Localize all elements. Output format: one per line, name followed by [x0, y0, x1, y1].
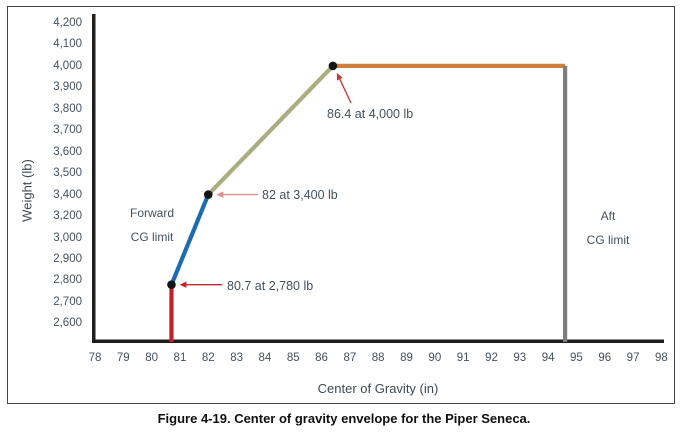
y-tick-label: 2,800: [53, 274, 82, 287]
x-tick-label: 96: [598, 352, 612, 364]
x-tick-label: 95: [570, 352, 583, 364]
x-tick-label: 83: [230, 352, 243, 364]
annotation-arrowhead: [179, 281, 187, 288]
forward-cg-limit-line2: CG limit: [130, 230, 174, 244]
x-axis-line: [92, 339, 664, 343]
x-tick-label: 86: [315, 352, 328, 364]
y-tick-label: 3,900: [53, 81, 82, 94]
x-tick-label: 89: [400, 352, 413, 364]
envelope-point-marker: [203, 190, 213, 199]
x-tick-label: 85: [286, 352, 300, 364]
y-axis-line: [92, 14, 96, 343]
y-tick-label: 4,000: [53, 59, 82, 72]
x-tick-label: 80: [145, 352, 159, 364]
forward-cg-limit-label: Forward CG limit: [97, 201, 207, 249]
x-tick-label: 90: [428, 352, 442, 364]
x-axis-title: Center of Gravity (in): [317, 381, 439, 396]
annotation-label: 80.7 at 2,780 lb: [227, 279, 314, 293]
y-tick-label: 2,900: [53, 252, 82, 265]
x-tick-label: 82: [201, 352, 215, 364]
x-tick-label: 91: [456, 352, 470, 364]
y-tick-label: 3,600: [53, 145, 82, 158]
figure-caption: Figure 4-19. Center of gravity envelope …: [157, 411, 531, 426]
x-tick-label: 87: [343, 352, 357, 364]
x-tick-label: 88: [371, 352, 385, 364]
annotation-arrow-line: [339, 78, 352, 104]
aft-cg-limit-line1: Aft: [600, 209, 616, 223]
annotation-arrowhead: [216, 191, 224, 198]
envelope-point-marker: [328, 61, 338, 71]
x-tick-label: 92: [485, 352, 498, 364]
x-tick-label: 98: [654, 352, 668, 364]
x-tick-label: 78: [88, 352, 102, 364]
y-tick-label: 4,100: [53, 38, 82, 51]
y-tick-label: 3,400: [53, 188, 82, 201]
x-tick-label: 97: [626, 352, 640, 364]
x-tick-label: 81: [173, 352, 187, 364]
y-tick-label: 2,600: [53, 317, 82, 330]
x-tick-label: 79: [116, 352, 130, 364]
x-tick-label: 93: [513, 352, 527, 364]
aft-cg-limit-line2: CG limit: [586, 233, 630, 247]
y-tick-label: 3,000: [53, 231, 82, 244]
y-tick-label: 3,500: [53, 167, 82, 180]
y-tick-label: 2,700: [53, 295, 82, 308]
y-tick-label: 4,200: [53, 17, 82, 29]
annotation-label: 86.4 at 4,000 lb: [327, 107, 414, 121]
forward-limit-lower: [169, 193, 211, 286]
annotation-label: 82 at 3,400 lb: [262, 188, 338, 202]
aft-cg-limit-label: Aft CG limit: [553, 204, 663, 252]
y-tick-label: 3,800: [53, 102, 82, 115]
x-tick-label: 94: [541, 352, 555, 364]
forward-limit-upper: [206, 64, 335, 197]
y-axis-title: Weight (lb): [19, 159, 35, 222]
envelope-point-marker: [167, 280, 176, 289]
annotation-arrowhead: [336, 72, 343, 81]
forward-cg-limit-line1: Forward: [129, 206, 174, 220]
y-tick-label: 3,200: [53, 210, 82, 223]
y-tick-label: 3,700: [53, 124, 82, 137]
x-tick-label: 84: [258, 352, 272, 364]
